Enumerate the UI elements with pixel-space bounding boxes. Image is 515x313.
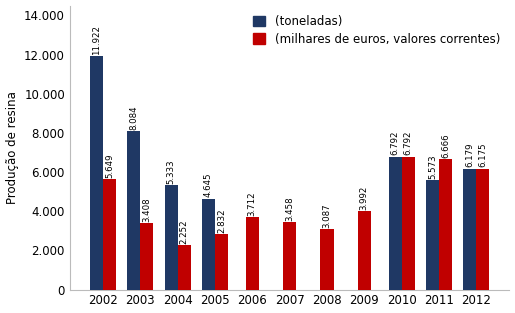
Text: 2.832: 2.832 — [217, 208, 226, 233]
Text: 11.922: 11.922 — [92, 25, 101, 55]
Bar — [202, 198, 215, 290]
Text: 2.252: 2.252 — [180, 220, 188, 244]
Bar — [464, 168, 476, 290]
Bar — [127, 131, 140, 290]
Text: 5.333: 5.333 — [166, 159, 176, 184]
Bar — [164, 185, 178, 290]
Bar — [103, 179, 116, 290]
Bar — [476, 169, 489, 290]
Bar — [215, 234, 228, 290]
Text: 8.084: 8.084 — [129, 105, 138, 130]
Bar — [90, 56, 103, 290]
Text: 3.992: 3.992 — [360, 186, 369, 210]
Text: 6.792: 6.792 — [404, 131, 413, 155]
Bar — [439, 159, 452, 290]
Text: 5.573: 5.573 — [428, 155, 437, 179]
Text: 3.408: 3.408 — [142, 197, 151, 222]
Bar — [358, 211, 371, 290]
Text: 6.792: 6.792 — [391, 131, 400, 155]
Bar — [178, 245, 191, 290]
Text: 6.175: 6.175 — [478, 143, 487, 167]
Text: 6.666: 6.666 — [441, 133, 450, 158]
Text: 3.712: 3.712 — [248, 191, 257, 216]
Y-axis label: Produção de resina: Produção de resina — [6, 91, 19, 204]
Bar — [402, 156, 415, 290]
Bar — [246, 217, 259, 290]
Text: 5.649: 5.649 — [105, 153, 114, 178]
Bar — [320, 229, 334, 290]
Text: 3.458: 3.458 — [285, 196, 294, 221]
Text: 3.087: 3.087 — [322, 203, 332, 228]
Bar — [389, 156, 402, 290]
Bar — [426, 180, 439, 290]
Text: 6.179: 6.179 — [466, 143, 474, 167]
Bar — [283, 222, 296, 290]
Legend: (toneladas), (milhares de euros, valores correntes): (toneladas), (milhares de euros, valores… — [250, 12, 504, 49]
Bar — [140, 223, 153, 290]
Text: 4.645: 4.645 — [204, 173, 213, 198]
